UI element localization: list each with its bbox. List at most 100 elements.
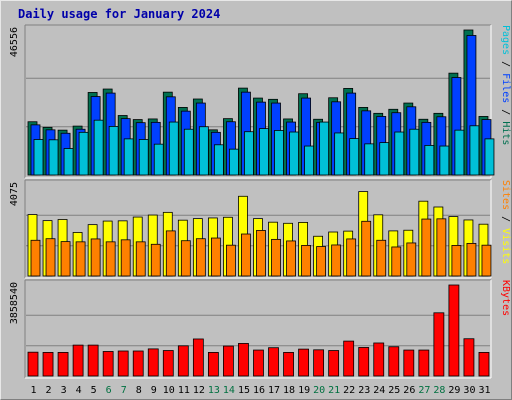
bar-sites: [301, 245, 311, 277]
chart-title: Daily usage for January 2024: [18, 7, 221, 21]
legend-segment: Hits: [500, 121, 511, 145]
bar-pages: [259, 128, 269, 176]
bar-pages: [289, 131, 299, 176]
legend-segment: /: [500, 103, 511, 121]
bar-pages: [319, 121, 330, 176]
bar-kbytes: [463, 338, 475, 377]
x-tick-label: 8: [136, 385, 142, 396]
bar-sites: [120, 239, 131, 277]
bar-sites: [45, 238, 56, 277]
x-tick-label: 4: [76, 385, 82, 396]
bar-pages: [364, 143, 375, 176]
bar-sites: [30, 239, 41, 277]
x-tick-label: 16: [253, 385, 265, 396]
bar-sites: [165, 230, 176, 277]
x-tick-label: 2: [46, 385, 52, 396]
bar-pages: [349, 138, 360, 176]
bar-kbytes: [57, 352, 69, 377]
bar-kbytes: [343, 340, 355, 377]
bar-pages: [33, 139, 44, 176]
x-tick-label: 15: [238, 385, 250, 396]
bar-kbytes: [192, 338, 204, 377]
x-tick-label: 14: [223, 385, 235, 396]
legend-segment: Sites: [500, 180, 511, 210]
bar-sites: [150, 243, 161, 277]
x-tick-label: 5: [91, 385, 97, 396]
bar-kbytes: [147, 348, 159, 377]
bar-pages: [138, 139, 149, 176]
bar-pages: [183, 128, 194, 176]
bar-sites: [451, 245, 462, 277]
x-tick-label: 3: [61, 385, 67, 396]
x-tick-label: 24: [373, 385, 385, 396]
bar-kbytes: [403, 349, 415, 377]
bar-kbytes: [132, 350, 144, 377]
bar-sites: [226, 244, 236, 277]
bar-sites: [210, 237, 221, 277]
x-tick-label: 17: [268, 385, 280, 396]
series-legend: KBytes: [500, 280, 511, 316]
bar-pages: [153, 143, 164, 176]
x-tick-label: 25: [388, 385, 400, 396]
series-legend: Pages / Files / Hits: [500, 25, 511, 145]
bar-sites: [90, 238, 101, 277]
bar-sites: [406, 242, 417, 277]
bar-kbytes: [177, 345, 189, 377]
bar-kbytes: [433, 312, 445, 377]
bar-pages: [439, 145, 450, 176]
bar-sites: [60, 241, 71, 277]
bar-kbytes: [388, 346, 400, 377]
bar-pages: [409, 128, 420, 176]
legend-segment: KBytes: [500, 280, 511, 316]
bar-pages: [244, 131, 254, 176]
legend-segment: Visits: [500, 228, 511, 264]
bar-kbytes: [162, 350, 174, 377]
bar-kbytes: [27, 351, 39, 377]
bar-sites: [75, 241, 86, 277]
bar-sites: [135, 241, 146, 277]
bar-kbytes: [238, 343, 249, 377]
bar-pages: [123, 138, 134, 176]
bar-sites: [286, 240, 296, 277]
bar-kbytes: [72, 344, 84, 377]
bar-sites: [481, 244, 492, 277]
bar-sites: [180, 240, 191, 277]
bar-pages: [48, 139, 59, 176]
x-tick-label: 28: [433, 385, 445, 396]
bar-kbytes: [418, 349, 430, 377]
x-tick-label: 18: [283, 385, 295, 396]
bar-pages: [78, 131, 89, 176]
x-tick-label: 27: [418, 385, 430, 396]
bar-kbytes: [373, 342, 385, 377]
bar-sites: [256, 230, 266, 277]
bar-sites: [436, 218, 447, 277]
bar-pages: [108, 126, 119, 176]
bar-pages: [469, 125, 480, 176]
x-tick-label: 7: [121, 385, 127, 396]
y-max-label: 4075: [9, 182, 20, 206]
bar-kbytes: [313, 349, 325, 377]
x-tick-label: 31: [478, 385, 490, 396]
bar-pages: [93, 119, 104, 176]
x-tick-label: 10: [163, 385, 175, 396]
bar-pages: [63, 148, 74, 176]
y-max-label: 46556: [9, 27, 20, 57]
bar-sites: [376, 239, 387, 277]
bar-kbytes: [268, 347, 279, 377]
legend-segment: Pages: [500, 25, 511, 55]
legend-segment: /: [500, 55, 511, 73]
x-tick-label: 20: [313, 385, 325, 396]
bar-kbytes: [283, 352, 294, 377]
bar-sites: [195, 238, 206, 277]
bar-kbytes: [87, 344, 99, 377]
bar-pages: [274, 130, 284, 176]
bar-pages: [484, 138, 495, 176]
bar-pages: [229, 148, 239, 176]
bar-kbytes: [478, 352, 490, 377]
bar-kbytes: [207, 352, 219, 377]
bar-sites: [346, 238, 357, 277]
bar-pages: [394, 131, 405, 176]
bar-sites: [391, 246, 402, 277]
bar-pages: [334, 132, 345, 176]
